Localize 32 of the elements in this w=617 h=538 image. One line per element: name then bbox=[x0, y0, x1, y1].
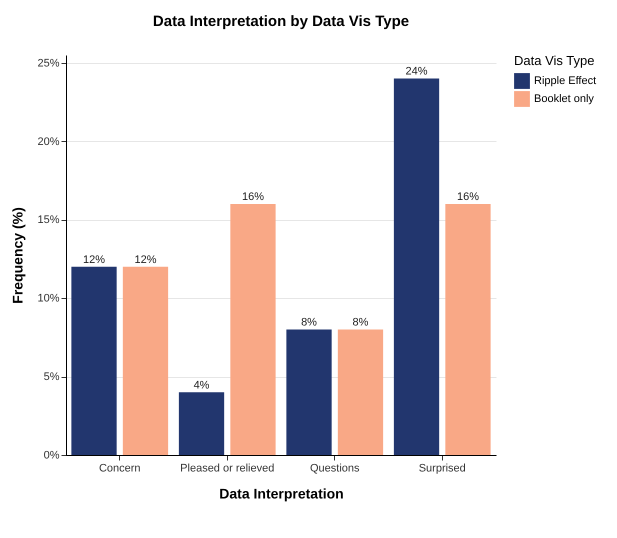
bar bbox=[122, 266, 168, 455]
y-tick-label: 25% bbox=[37, 57, 60, 70]
legend-label: Ripple Effect bbox=[534, 75, 596, 87]
y-tick-label: 5% bbox=[44, 371, 60, 384]
bar bbox=[230, 204, 276, 455]
legend-label: Booklet only bbox=[534, 93, 594, 105]
data-label: 4% bbox=[194, 379, 210, 392]
bar bbox=[71, 266, 117, 455]
data-label: 12% bbox=[83, 254, 106, 266]
y-tick-label: 15% bbox=[37, 214, 60, 226]
chart-title: Data Interpretation by Data Vis Type bbox=[152, 13, 410, 30]
data-label: 24% bbox=[406, 66, 428, 78]
y-tick-label: 10% bbox=[37, 292, 60, 305]
bar bbox=[178, 392, 224, 455]
y-tick-label: 20% bbox=[37, 136, 60, 148]
bar bbox=[286, 330, 332, 455]
x-tick-label: Surprised bbox=[418, 462, 466, 474]
data-label: 16% bbox=[456, 191, 480, 204]
x-axis-title: Data Interpretation bbox=[219, 486, 344, 502]
y-axis-title: Frequency (%) bbox=[9, 207, 26, 304]
x-tick-label: Questions bbox=[310, 462, 360, 474]
bar bbox=[338, 330, 384, 455]
data-label: 12% bbox=[134, 254, 157, 266]
y-tick-label: 0% bbox=[44, 450, 60, 462]
x-tick-label: Pleased or relieved bbox=[180, 462, 274, 474]
data-label: 8% bbox=[301, 316, 318, 329]
data-label: 8% bbox=[352, 316, 369, 329]
data-label: 16% bbox=[242, 191, 264, 204]
legend-title: Data Vis Type bbox=[514, 53, 594, 68]
bar bbox=[394, 78, 440, 455]
bar bbox=[445, 204, 491, 455]
x-tick-label: Concern bbox=[98, 462, 141, 474]
